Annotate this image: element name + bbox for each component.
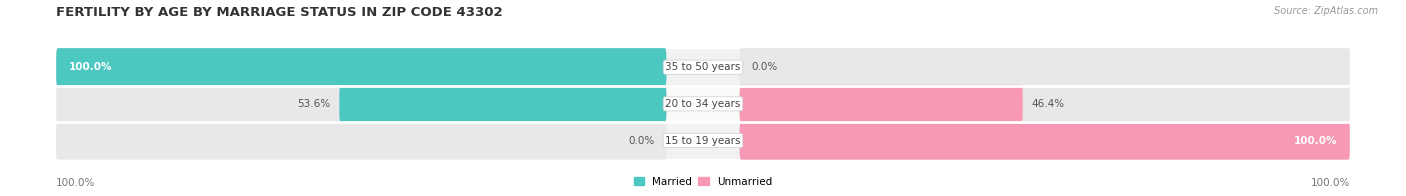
Text: 100.0%: 100.0% bbox=[56, 178, 96, 188]
FancyBboxPatch shape bbox=[56, 48, 666, 86]
Bar bbox=[56, 85, 1350, 122]
FancyBboxPatch shape bbox=[740, 122, 1350, 160]
Text: 0.0%: 0.0% bbox=[628, 136, 654, 146]
Text: 0.0%: 0.0% bbox=[752, 62, 778, 72]
Bar bbox=[56, 122, 1350, 159]
Text: 100.0%: 100.0% bbox=[69, 62, 112, 72]
FancyBboxPatch shape bbox=[740, 85, 1350, 123]
Text: FERTILITY BY AGE BY MARRIAGE STATUS IN ZIP CODE 43302: FERTILITY BY AGE BY MARRIAGE STATUS IN Z… bbox=[56, 6, 503, 19]
Text: 20 to 34 years: 20 to 34 years bbox=[665, 99, 741, 109]
Text: 46.4%: 46.4% bbox=[1032, 99, 1064, 109]
Bar bbox=[56, 49, 1350, 85]
Text: 100.0%: 100.0% bbox=[1294, 136, 1337, 146]
Text: 100.0%: 100.0% bbox=[1310, 178, 1350, 188]
FancyBboxPatch shape bbox=[740, 122, 1350, 160]
Text: 53.6%: 53.6% bbox=[297, 99, 330, 109]
FancyBboxPatch shape bbox=[339, 85, 666, 123]
FancyBboxPatch shape bbox=[56, 122, 666, 160]
FancyBboxPatch shape bbox=[56, 48, 666, 86]
Text: 15 to 19 years: 15 to 19 years bbox=[665, 136, 741, 146]
FancyBboxPatch shape bbox=[740, 85, 1022, 123]
Legend: Married, Unmarried: Married, Unmarried bbox=[630, 172, 776, 191]
Text: Source: ZipAtlas.com: Source: ZipAtlas.com bbox=[1274, 6, 1378, 16]
FancyBboxPatch shape bbox=[56, 85, 666, 123]
Text: 35 to 50 years: 35 to 50 years bbox=[665, 62, 741, 72]
FancyBboxPatch shape bbox=[740, 48, 1350, 86]
